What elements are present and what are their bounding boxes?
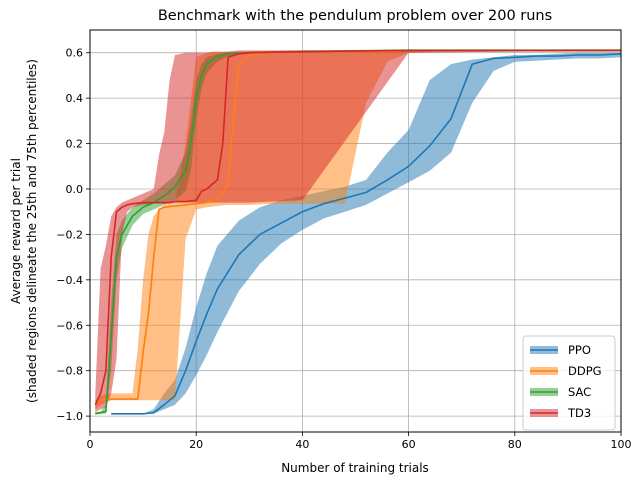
y-axis-label-line-2: (shaded regions delineate the 25th and 7… (25, 59, 39, 403)
ppo-median-line (111, 53, 622, 415)
td3-median-line (94, 49, 621, 406)
legend-label-ddpg: DDPG (568, 364, 602, 378)
x-axis-label: Number of training trials (281, 461, 429, 475)
x-tick-label: 0 (87, 438, 94, 451)
y-tick-label: 0.4 (66, 92, 84, 105)
chart-title: Benchmark with the pendulum problem over… (158, 8, 552, 24)
y-tick-label: −0.4 (56, 274, 83, 287)
plot-frame (89, 29, 622, 433)
legend-label-sac: SAC (568, 385, 591, 399)
legend: PPO DDPG SAC TD3 (522, 335, 616, 431)
x-tick-label: 60 (402, 438, 416, 451)
y-tick-label: −0.8 (56, 365, 83, 378)
y-axis-label-line-1: Average reward per trial (9, 158, 23, 304)
y-tick-label: 0.0 (66, 183, 84, 196)
y-tick-label: −0.6 (56, 319, 83, 332)
td3-percentile-band (95, 50, 622, 412)
median-lines (94, 49, 622, 415)
ddpg-median-line (94, 49, 621, 406)
axis-ticks: 0 20 40 60 80 100 −1.0 −0.8 −0.6 −0.4 −0.2 0.0 0.2 0.… (56, 47, 631, 451)
legend-box (522, 335, 616, 431)
x-tick-label: 100 (611, 438, 632, 451)
y-tick-label: 0.6 (66, 47, 84, 60)
percentile-bands (95, 49, 622, 414)
y-tick-label: −1.0 (56, 410, 83, 423)
legend-label-td3: TD3 (567, 406, 591, 420)
legend-label-ppo: PPO (568, 343, 591, 357)
y-tick-label: −0.2 (56, 228, 83, 241)
x-tick-label: 80 (508, 438, 522, 451)
y-tick-label: 0.2 (66, 138, 84, 151)
x-tick-label: 20 (189, 438, 203, 451)
x-tick-label: 40 (295, 438, 309, 451)
